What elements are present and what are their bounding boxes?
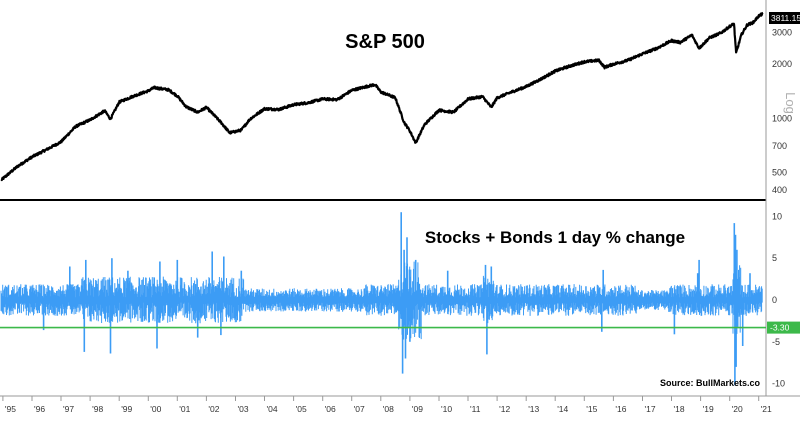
x-tick-label: '15 (586, 404, 597, 414)
x-tick-label: '19 (703, 404, 714, 414)
change-y-tick-label: 0 (772, 295, 777, 305)
change-y-tick-label: -5 (772, 337, 780, 347)
sp500-series-line (0, 11, 764, 182)
x-tick-label: '05 (296, 404, 307, 414)
threshold-badge: -3.30 (767, 321, 800, 334)
x-tick-label: '96 (34, 404, 45, 414)
x-tick-label: '02 (208, 404, 219, 414)
last-value-label: 3811.15 (771, 13, 800, 23)
sp500-panel: S&P 500 400 500 700 1000 2000 3000 Log 3811.1… (0, 11, 800, 195)
x-tick-label: '17 (645, 404, 656, 414)
threshold-badge-box (767, 321, 800, 334)
sp500-y-tick-label: 500 (772, 168, 787, 178)
x-tick-label: '16 (615, 404, 626, 414)
sp500-y-axis: 400 500 700 1000 2000 3000 (772, 27, 792, 195)
sp500-y-tick-label: 400 (772, 185, 787, 195)
change-panel: Stocks + Bonds 1 day % change -10-50510 … (0, 211, 800, 389)
x-tick-label: '13 (528, 404, 539, 414)
x-tick-label: '20 (732, 404, 743, 414)
change-title: Stocks + Bonds 1 day % change (425, 228, 685, 247)
x-tick-label: '11 (470, 404, 481, 414)
x-tick-label: '97 (63, 404, 74, 414)
x-tick-label: '98 (92, 404, 103, 414)
x-tick-label: '01 (179, 404, 190, 414)
threshold-label: -3.30 (770, 323, 790, 333)
sp500-y-tick-label: 1000 (772, 113, 792, 123)
x-tick-label: '21 (761, 404, 772, 414)
change-y-tick-label: -10 (772, 379, 785, 389)
x-tick-label: '10 (441, 404, 452, 414)
x-tick-label: '08 (383, 404, 394, 414)
x-tick-label: '95 (5, 404, 16, 414)
x-tick-label: '14 (557, 404, 568, 414)
sp500-y-tick-label: 700 (772, 141, 787, 151)
sp500-y-tick-label: 2000 (772, 59, 792, 69)
x-axis: '95 '96 '97 '98 '99 '00 '01 '02 '03 '04 '05 '06 '07 '… (2, 396, 772, 414)
x-tick-label: '06 (325, 404, 336, 414)
x-tick-label: '04 (267, 404, 278, 414)
change-y-axis: -10 -5 0 5 10 (772, 211, 785, 388)
x-tick-label: '00 (150, 404, 161, 414)
log-scale-label: Log (783, 92, 798, 114)
last-value-badge: 3811.15 (769, 12, 800, 24)
x-tick-label: '07 (354, 404, 365, 414)
change-y-tick-label: 10 (772, 211, 782, 221)
x-tick-label: '09 (412, 404, 423, 414)
x-tick-label: '03 (238, 404, 249, 414)
daily-change-spikes (42, 212, 751, 386)
sp500-y-tick-label: 3000 (772, 27, 792, 37)
x-tick-label: '99 (121, 404, 132, 414)
x-tick-label: '12 (499, 404, 510, 414)
source-note: Source: BullMarkets.co (660, 378, 761, 388)
sp500-title: S&P 500 (345, 31, 425, 53)
x-tick-label: '18 (674, 404, 685, 414)
change-y-tick-label: 5 (772, 253, 777, 263)
last-value-badge-box (769, 12, 800, 24)
